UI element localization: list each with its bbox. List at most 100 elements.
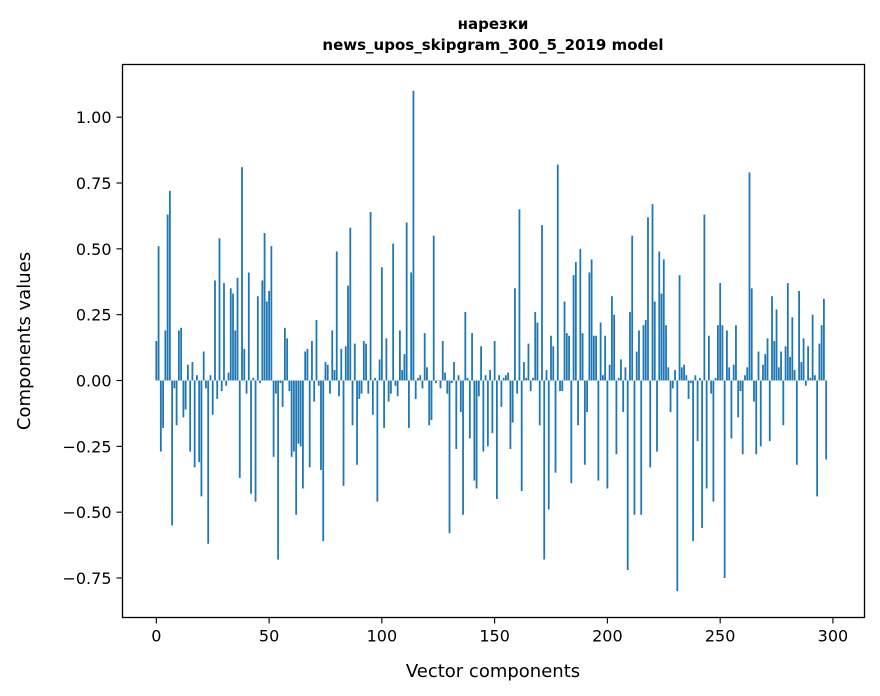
bar [624, 367, 627, 381]
bar [820, 325, 823, 381]
bar [771, 296, 773, 381]
bar [394, 380, 397, 386]
x-tick-label: 250 [705, 627, 736, 646]
bar [457, 375, 460, 381]
y-tick-label: 0.00 [76, 372, 112, 391]
bar [349, 227, 352, 381]
bar [608, 364, 611, 381]
bar [306, 348, 309, 381]
bar [218, 238, 221, 381]
bar [389, 380, 392, 394]
bar [523, 362, 525, 381]
bar [283, 327, 286, 381]
bar [518, 209, 521, 381]
bar [712, 380, 715, 502]
bar [466, 377, 469, 381]
bar [653, 301, 656, 381]
bar [387, 380, 390, 402]
bar [775, 309, 778, 381]
bar [759, 380, 762, 447]
bar [534, 312, 537, 381]
bar [358, 380, 361, 399]
bar [505, 375, 507, 381]
bar [723, 380, 726, 578]
bar [455, 380, 458, 449]
bar [647, 217, 649, 381]
bar [696, 380, 699, 442]
bar [710, 380, 713, 394]
bar [674, 369, 676, 381]
y-tick-label: −0.50 [62, 503, 111, 522]
bar [216, 380, 219, 399]
bar [669, 380, 672, 413]
bar [635, 351, 638, 381]
bar [556, 164, 559, 381]
bar [399, 330, 401, 381]
bar [486, 380, 489, 447]
bar [326, 364, 329, 381]
bar [813, 375, 816, 381]
bar [297, 380, 300, 444]
x-tick-label: 0 [151, 627, 161, 646]
bar [362, 341, 365, 381]
bar [547, 380, 550, 510]
bar [344, 346, 347, 381]
bar [171, 380, 174, 526]
bar [159, 380, 162, 452]
bar [265, 301, 268, 381]
bar [658, 251, 661, 381]
bar [489, 369, 492, 381]
bar [268, 290, 270, 381]
bar [403, 354, 406, 381]
bar [196, 375, 198, 381]
bar [417, 377, 419, 381]
bar [234, 330, 237, 381]
bar [371, 380, 374, 415]
bar [423, 333, 426, 381]
bar [583, 380, 586, 465]
bar [232, 293, 234, 381]
bar [426, 367, 428, 381]
bar [509, 380, 512, 449]
bar [592, 335, 595, 381]
bar [561, 380, 564, 392]
bar [644, 319, 647, 381]
bar [243, 348, 246, 381]
bar [448, 380, 451, 534]
y-axis-ticks: −0.75 −0.50 −0.25 0.00 0.25 0.50 0.75 1.00 [62, 108, 123, 588]
bar [574, 262, 577, 381]
bar [590, 259, 593, 381]
bar [615, 380, 618, 455]
bar [692, 380, 694, 542]
bar [762, 364, 764, 381]
bar [768, 380, 771, 442]
bar [193, 380, 196, 468]
bar [392, 243, 395, 381]
bar [807, 346, 810, 381]
bar [498, 375, 501, 381]
bar [559, 380, 561, 392]
bar [471, 333, 473, 381]
y-tick-label: −0.25 [62, 437, 111, 456]
bar [570, 380, 573, 484]
bar [581, 333, 584, 381]
bar [495, 380, 498, 499]
bar [667, 367, 670, 381]
bar [202, 351, 205, 381]
bar [599, 322, 602, 381]
bar [428, 380, 431, 426]
bar [459, 380, 462, 413]
x-tick-label: 50 [259, 627, 279, 646]
bar [480, 346, 482, 381]
bar [164, 330, 167, 381]
bar [412, 90, 415, 381]
bar [223, 283, 225, 381]
chart-subtitle: news_upos_skipgram_300_5_2019 model [322, 36, 663, 54]
bar [730, 380, 733, 439]
bar [252, 377, 255, 381]
bar [622, 380, 625, 413]
bar [259, 380, 261, 384]
bar [277, 380, 280, 560]
bar [177, 330, 180, 381]
bar [295, 380, 298, 515]
